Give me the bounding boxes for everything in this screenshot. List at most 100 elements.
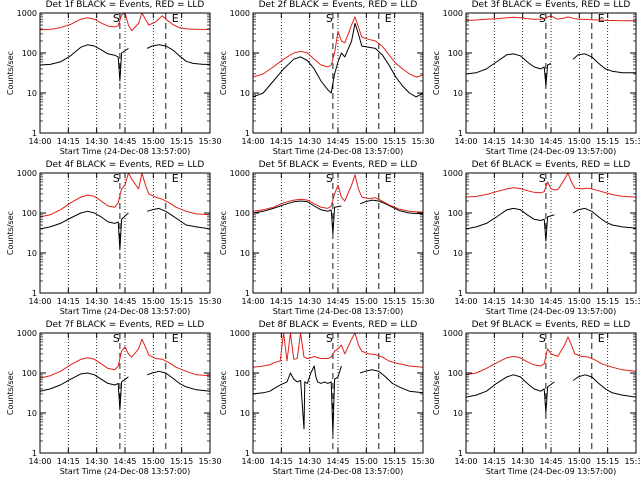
plot-area: S E 1 10 100 1000 14:00 14:15 14:30 14:45 15:00 15:… <box>230 329 435 466</box>
panel-title: Det 6f BLACK = Events, RED = LLD <box>471 160 631 170</box>
x-tick-label: 14:00 <box>454 137 477 146</box>
x-tick-label: 14:00 <box>241 137 264 146</box>
x-tick-label: 14:00 <box>241 457 264 466</box>
plot-area: S E 1 10 100 1000 14:00 14:15 14:30 14:45 15:00 15:… <box>230 169 435 306</box>
y-axis-label: Counts/sec <box>432 370 441 416</box>
marker-label-e: E <box>172 332 179 345</box>
y-tick-label: 1 <box>458 449 463 458</box>
x-tick-label: 15:00 <box>355 297 378 306</box>
x-tick-label: 15:00 <box>355 137 378 146</box>
panel-title: Det 4f BLACK = Events, RED = LLD <box>45 160 205 170</box>
y-tick-label: 1 <box>458 129 463 138</box>
marker-label-s: S <box>539 172 546 185</box>
series-lld-line <box>465 336 637 376</box>
y-tick-label: 10 <box>453 89 463 98</box>
x-tick-label: 14:30 <box>85 297 108 306</box>
y-tick-label: 10 <box>240 409 250 418</box>
detector-panel-5f: S E 1 10 100 1000 14:00 14:15 14:30 14:45 15:00 15:… <box>213 160 435 320</box>
marker-label-e: E <box>598 12 605 25</box>
x-tick-label: 14:45 <box>326 297 349 306</box>
marker-label-e: E <box>598 172 605 185</box>
marker-label-e: E <box>385 12 392 25</box>
x-tick-label: 14:00 <box>28 137 51 146</box>
detector-panel-8f: S E 1 10 100 1000 14:00 14:15 14:30 14:45 15:00 15:… <box>213 320 435 480</box>
detector-panel-9f: S E 1 10 100 1000 14:00 14:15 14:30 14:45 15:00 15:… <box>426 320 640 480</box>
y-tick-label: 100 <box>235 369 250 378</box>
y-tick-label: 100 <box>22 209 37 218</box>
detector-panel-2f: S E 1 10 100 1000 14:00 14:15 14:30 14:45 15:00 15:… <box>213 0 435 160</box>
x-tick-label: 15:15 <box>596 297 619 306</box>
x-tick-label: 14:45 <box>539 457 562 466</box>
y-axis-label: Counts/sec <box>219 50 228 96</box>
x-axis-label: Start Time (24-Dec-08 13:57:00) <box>272 147 404 156</box>
series-lld-line <box>252 16 424 78</box>
marker-label-e: E <box>172 172 179 185</box>
plot-area: S E 1 10 100 1000 14:00 14:15 14:30 14:45 15:00 15:… <box>443 169 640 306</box>
x-tick-label: 15:15 <box>170 457 193 466</box>
x-tick-label: 15:30 <box>624 297 640 306</box>
panel-title: Det 9f BLACK = Events, RED = LLD <box>471 320 631 330</box>
y-tick-label: 100 <box>22 369 37 378</box>
x-tick-label: 14:30 <box>85 457 108 466</box>
x-tick-label: 15:30 <box>411 457 434 466</box>
y-tick-label: 1 <box>245 449 250 458</box>
x-tick-label: 14:30 <box>298 297 321 306</box>
y-axis-label: Counts/sec <box>6 210 15 256</box>
y-tick-label: 1000 <box>443 9 463 18</box>
marker-label-e: E <box>172 12 179 25</box>
x-axis-label: Start Time (24-Dec-09 13:57:00) <box>485 147 617 156</box>
y-axis-label: Counts/sec <box>219 370 228 416</box>
x-tick-label: 15:15 <box>383 457 406 466</box>
x-tick-label: 15:00 <box>355 457 378 466</box>
x-tick-label: 14:15 <box>270 297 293 306</box>
series-events-line <box>465 374 637 414</box>
x-axis-label: Start Time (24-Dec-09 13:57:00) <box>485 467 617 476</box>
x-tick-label: 15:15 <box>596 137 619 146</box>
panel-title: Det 7f BLACK = Events, RED = LLD <box>45 320 205 330</box>
y-tick-label: 1000 <box>230 9 250 18</box>
y-axis-label: Counts/sec <box>432 210 441 256</box>
x-axis-label: Start Time (24-Dec-09 13:57:00) <box>485 307 617 316</box>
y-axis-label: Counts/sec <box>6 50 15 96</box>
y-tick-label: 100 <box>448 369 463 378</box>
detector-panel-3f: S E 1 10 100 1000 14:00 14:15 14:30 14:45 15:00 15:… <box>426 0 640 160</box>
y-axis-label: Counts/sec <box>219 210 228 256</box>
y-tick-label: 1 <box>458 289 463 298</box>
x-tick-label: 15:00 <box>568 457 591 466</box>
x-axis-label: Start Time (24-Dec-08 13:57:00) <box>59 467 191 476</box>
y-tick-label: 100 <box>448 209 463 218</box>
marker-label-e: E <box>598 332 605 345</box>
y-tick-label: 100 <box>235 209 250 218</box>
plot-area: S E 1 10 100 1000 14:00 14:15 14:30 14:45 15:00 15:… <box>17 329 222 466</box>
y-tick-label: 1000 <box>17 9 37 18</box>
y-tick-label: 10 <box>453 409 463 418</box>
panel-title: Det 8f BLACK = Events, RED = LLD <box>258 320 418 330</box>
x-tick-label: 14:15 <box>483 137 506 146</box>
x-tick-label: 14:30 <box>511 137 534 146</box>
marker-label-s: S <box>326 332 333 345</box>
series-events-line <box>465 207 637 242</box>
series-events-line <box>39 44 210 82</box>
series-lld-line <box>39 172 211 218</box>
x-tick-label: 14:45 <box>113 297 136 306</box>
series-lld-line <box>39 338 211 379</box>
plot-area: S E 1 10 100 1000 14:00 14:15 14:30 14:45 15:00 15:… <box>17 169 222 306</box>
x-tick-label: 14:45 <box>326 137 349 146</box>
marker-label-s: S <box>113 332 120 345</box>
x-tick-label: 15:15 <box>596 457 619 466</box>
series-lld-line <box>465 172 637 198</box>
series-lld-line <box>252 332 424 368</box>
x-tick-label: 14:45 <box>326 457 349 466</box>
detector-panel-7f: S E 1 10 100 1000 14:00 14:15 14:30 14:45 15:00 15:… <box>0 320 222 480</box>
x-tick-label: 14:45 <box>113 457 136 466</box>
x-tick-label: 14:30 <box>298 457 321 466</box>
x-tick-label: 15:00 <box>142 297 165 306</box>
y-tick-label: 10 <box>27 409 37 418</box>
x-tick-label: 15:30 <box>411 297 434 306</box>
y-tick-label: 1000 <box>230 329 250 338</box>
x-tick-label: 14:45 <box>113 137 136 146</box>
y-tick-label: 1 <box>245 129 250 138</box>
x-tick-label: 15:30 <box>198 137 221 146</box>
x-tick-label: 14:00 <box>241 297 264 306</box>
marker-label-e: E <box>385 332 392 345</box>
